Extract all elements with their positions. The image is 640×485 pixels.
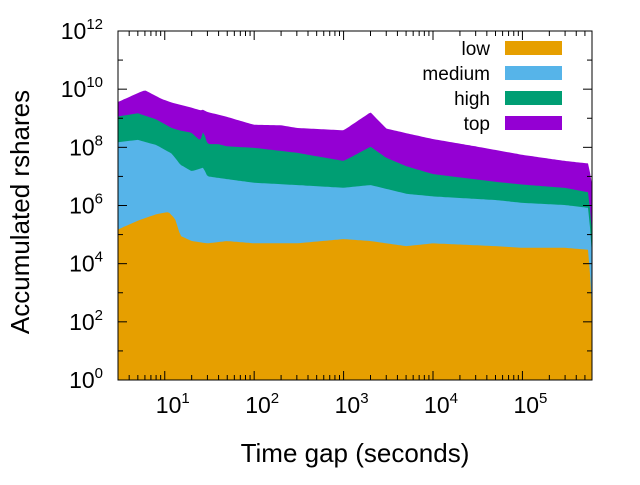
legend-swatch-top — [505, 116, 562, 130]
area-layer — [118, 90, 592, 380]
x-tick-label: 104 — [424, 390, 458, 418]
x-tick-label: 103 — [335, 390, 369, 418]
tick-layer: 101 102 103 104 105 100 102 104 106 108 1010 1012 — [61, 16, 592, 418]
y-tick-label: 1012 — [61, 16, 103, 44]
y-tick-label: 1010 — [61, 74, 103, 102]
area-low — [118, 212, 592, 380]
y-tick-label: 102 — [69, 307, 103, 335]
x-axis-title: Time gap (seconds) — [241, 438, 470, 468]
legend-label-low: low — [461, 39, 490, 60]
x-tick-label: 102 — [245, 390, 279, 418]
legend-swatch-medium — [505, 66, 562, 80]
y-tick-label: 104 — [69, 249, 103, 277]
y-tick-label: 100 — [69, 365, 103, 393]
legend: low medium high top — [422, 39, 562, 135]
x-tick-label: 105 — [513, 390, 547, 418]
legend-swatch-high — [505, 91, 562, 105]
legend-label-medium: medium — [422, 64, 490, 85]
legend-label-top: top — [464, 114, 490, 135]
y-tick-label: 108 — [69, 132, 103, 160]
legend-swatch-low — [505, 41, 562, 55]
y-axis-title: Accumulated rshares — [5, 90, 35, 334]
legend-label-high: high — [454, 89, 490, 110]
y-tick-label: 106 — [69, 191, 103, 219]
x-tick-label: 101 — [156, 390, 190, 418]
